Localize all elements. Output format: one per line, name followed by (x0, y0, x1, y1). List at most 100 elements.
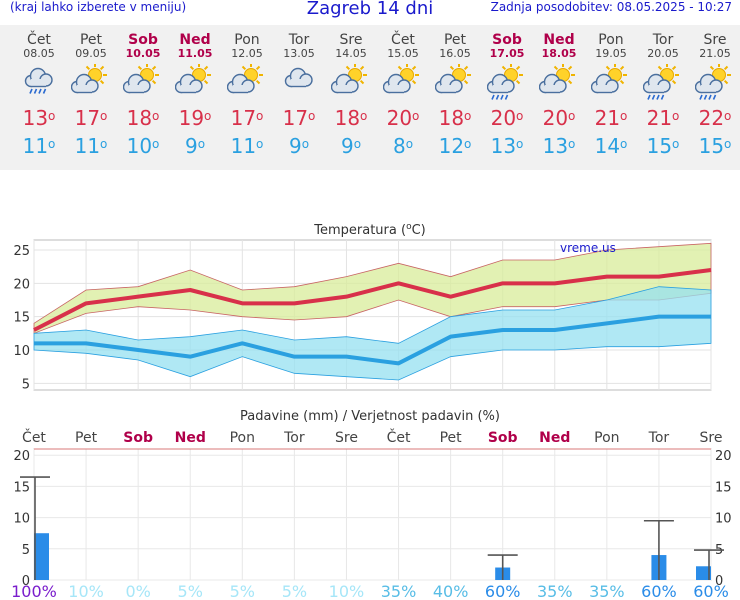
cloud-shape (434, 73, 463, 94)
y-tick-label-right: 0 (715, 574, 723, 589)
x-tick-label: Sre (700, 430, 723, 446)
precip-probability: 40% (433, 582, 469, 600)
temp-min: 13o (481, 134, 533, 158)
cloud-shape (694, 73, 723, 94)
degree-symbol: o (256, 137, 264, 151)
temp-max: 19o (169, 106, 221, 130)
temp-max: 22o (689, 106, 740, 130)
weather-icon (533, 63, 585, 100)
cloud-icon (284, 67, 313, 88)
y-tick-label-left: 0 (22, 574, 30, 589)
location-menu-hint[interactable]: (kraj lahko izberete v meniju) (10, 0, 187, 14)
weather-icon (221, 63, 273, 100)
plot-area (33, 448, 712, 581)
forecast-day: Pon 12.05 17o 11o (221, 32, 273, 158)
day-date: 21.05 (699, 47, 731, 60)
degree-symbol: o (620, 109, 628, 123)
temp-min-value: 15 (698, 134, 725, 158)
temp-min: 11o (13, 134, 65, 158)
weather-icon (117, 63, 169, 100)
temp-min: 11o (65, 134, 117, 158)
x-tick-label: Ned (539, 430, 570, 446)
temp-min-value: 13 (542, 134, 569, 158)
degree-symbol: o (724, 109, 732, 123)
temp-min-value: 14 (594, 134, 621, 158)
y-tick-label-left: 20 (13, 449, 30, 464)
temp-max-value: 18 (438, 106, 465, 130)
y-tick-label-right: 15 (715, 480, 732, 495)
forecast-day: Ned 18.05 20o 13o (533, 32, 585, 158)
day-name: Čet (27, 32, 51, 48)
temp-max-value: 20 (386, 106, 413, 130)
weather-icon (637, 63, 689, 100)
day-name: Pon (234, 32, 260, 48)
temp-max-value: 18 (126, 106, 153, 130)
degree-symbol: o (724, 137, 732, 151)
temp-max: 18o (325, 106, 377, 130)
degree-symbol: o (412, 109, 420, 123)
temp-min: 10o (117, 134, 169, 158)
forecast-band (0, 25, 740, 170)
forecast-day: Čet 15.05 20o 8o (377, 32, 429, 158)
day-date: 13.05 (283, 47, 315, 60)
day-date: 12.05 (231, 47, 263, 60)
day-name: Tor (652, 32, 674, 48)
degree-symbol: o (197, 137, 206, 151)
weather-icon (585, 63, 637, 100)
sun-cloud-rain-icon (642, 63, 679, 100)
x-tick-label: Sob (123, 430, 153, 446)
temp-max: 21o (637, 106, 689, 130)
precip-probability: 10% (68, 582, 104, 600)
temp-min: 9o (325, 134, 377, 158)
cloud-shape (284, 67, 313, 88)
day-date: 17.05 (489, 47, 525, 60)
weather-icon (273, 64, 325, 100)
day-date: 18.05 (541, 47, 577, 60)
temp-min: 12o (429, 134, 481, 158)
sun-cloud-icon (538, 63, 575, 94)
page-title: Zagreb 14 dni (306, 0, 434, 19)
precip-probability: 5% (178, 582, 203, 600)
temp-max-value: 20 (490, 106, 517, 130)
day-name: Pet (79, 32, 103, 48)
degree-symbol: o (406, 222, 412, 232)
temp-max: 18o (117, 106, 169, 130)
precip-probability: 60% (485, 582, 521, 600)
precip-probability: 60% (693, 582, 729, 600)
sun-cloud-rain-icon (694, 63, 731, 100)
x-tick-label: Čet (387, 428, 411, 446)
max-temp-line (33, 268, 712, 332)
temp-min-value: 8 (392, 134, 406, 158)
forecast-day: Tor 13.05 17o 9o (273, 32, 325, 158)
precip-probability: 5% (230, 582, 255, 600)
precip-probability: 35% (381, 582, 417, 600)
temp-max-value: 20 (542, 106, 569, 130)
sun-cloud-rain-icon (486, 63, 523, 100)
y-tick-label: 25 (13, 244, 30, 259)
temp-min-value: 9 (288, 134, 302, 158)
degree-symbol: o (301, 137, 310, 151)
forecast-day: Pet 16.05 18o 12o (429, 32, 481, 158)
forecast-day: Tor 20.05 21o 15o (637, 32, 689, 158)
day-name: Ned (179, 32, 211, 48)
degree-symbol: o (100, 109, 108, 123)
day-date: 09.05 (75, 47, 107, 60)
temp-min-value: 9 (184, 134, 198, 158)
y-tick-label-right: 20 (715, 449, 732, 464)
precip-bar (34, 533, 49, 580)
degree-symbol: o (152, 109, 160, 123)
sun-cloud-icon (226, 63, 263, 94)
day-name: Pet (443, 32, 467, 48)
sun-cloud-icon (174, 63, 211, 94)
temp-max: 21o (585, 106, 637, 130)
cloud-shape (122, 73, 151, 94)
sun-cloud-icon (382, 63, 419, 94)
degree-symbol: o (672, 137, 680, 151)
y-tick-label: 5 (22, 377, 30, 392)
temp-max: 17o (221, 106, 273, 130)
forecast-day: Čet 08.05 13o 11o (13, 32, 65, 158)
precip-probability: 35% (537, 582, 573, 600)
temp-min: 13o (533, 134, 585, 158)
y-tick-label-left: 15 (13, 480, 30, 495)
x-tick-label: Čet (22, 428, 46, 446)
